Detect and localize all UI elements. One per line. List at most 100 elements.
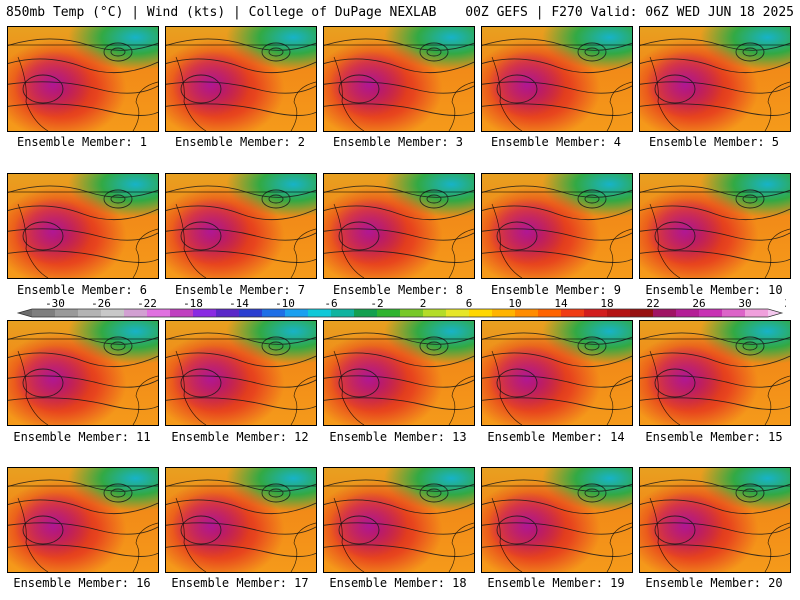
temperature-map bbox=[482, 185, 632, 278]
ensemble-map-panel bbox=[639, 173, 791, 279]
ensemble-map-panel bbox=[165, 26, 317, 132]
ensemble-map-panel bbox=[165, 173, 317, 279]
ensemble-map-panel bbox=[639, 467, 791, 573]
colorbar-swatch bbox=[193, 309, 217, 317]
colorbar-left-arrow bbox=[18, 309, 32, 317]
colorbar-swatch bbox=[423, 309, 447, 317]
ensemble-member-label: Ensemble Member: 6 bbox=[16, 283, 148, 297]
colorbar-swatch bbox=[745, 309, 769, 317]
colorbar-outline bbox=[16, 308, 784, 318]
chart-title: 850mb Temp (°C) | Wind (kts) | College o… bbox=[6, 5, 437, 20]
temperature-map bbox=[166, 332, 316, 425]
ensemble-map-panel bbox=[323, 467, 475, 573]
colorbar-swatch bbox=[55, 309, 79, 317]
ensemble-member-label: Ensemble Member: 4 bbox=[490, 135, 622, 149]
temperature-map bbox=[166, 479, 316, 572]
ensemble-member-label: Ensemble Member: 11 bbox=[13, 430, 151, 444]
colorbar-right-arrow bbox=[768, 309, 782, 317]
colorbar-swatch bbox=[32, 309, 56, 317]
temperature-map bbox=[8, 38, 158, 131]
colorbar-tick-label: 26 bbox=[692, 298, 705, 310]
ensemble-member-label: Ensemble Member: 2 bbox=[174, 135, 306, 149]
temperature-map bbox=[482, 479, 632, 572]
colorbar-swatch bbox=[216, 309, 240, 317]
ensemble-member-label: Ensemble Member: 15 bbox=[645, 430, 783, 444]
ensemble-map-panel bbox=[481, 26, 633, 132]
ensemble-member-label: Ensemble Member: 3 bbox=[332, 135, 464, 149]
temperature-map bbox=[482, 38, 632, 131]
colorbar-tick-label: -30 bbox=[45, 298, 65, 310]
colorbar-swatch bbox=[584, 309, 608, 317]
temperature-map bbox=[166, 38, 316, 131]
colorbar-tick-label: -18 bbox=[183, 298, 203, 310]
ensemble-member-label: Ensemble Member: 5 bbox=[648, 135, 780, 149]
colorbar-swatch bbox=[607, 309, 631, 317]
colorbar-swatch bbox=[78, 309, 102, 317]
colorbar-tick-label: -10 bbox=[275, 298, 295, 310]
temperature-map bbox=[482, 332, 632, 425]
temperature-map bbox=[8, 332, 158, 425]
ensemble-map-panel bbox=[481, 467, 633, 573]
ensemble-map-panel bbox=[7, 467, 159, 573]
run-valid-time: 00Z GEFS | F270 Valid: 06Z WED JUN 18 20… bbox=[465, 5, 794, 20]
colorbar-tick-label: 34 bbox=[784, 298, 786, 310]
colorbar-swatch bbox=[722, 309, 746, 317]
colorbar-swatch bbox=[676, 309, 700, 317]
temperature-map bbox=[8, 185, 158, 278]
colorbar-swatch bbox=[147, 309, 171, 317]
colorbar-swatch bbox=[124, 309, 148, 317]
ensemble-member-label: Ensemble Member: 17 bbox=[171, 576, 309, 590]
temperature-map bbox=[8, 479, 158, 572]
temperature-map bbox=[640, 332, 790, 425]
colorbar-swatch bbox=[101, 309, 125, 317]
ensemble-member-label: Ensemble Member: 16 bbox=[13, 576, 151, 590]
ensemble-member-label: Ensemble Member: 1 bbox=[16, 135, 148, 149]
ensemble-member-label: Ensemble Member: 12 bbox=[171, 430, 309, 444]
ensemble-member-label: Ensemble Member: 10 bbox=[645, 283, 783, 297]
temperature-map bbox=[324, 332, 474, 425]
colorbar-swatch bbox=[239, 309, 263, 317]
colorbar-swatch bbox=[515, 309, 539, 317]
colorbar-swatch bbox=[331, 309, 355, 317]
colorbar-swatch bbox=[285, 309, 309, 317]
colorbar-tick-label: 2 bbox=[420, 298, 427, 310]
ensemble-member-label: Ensemble Member: 20 bbox=[645, 576, 783, 590]
temperature-map bbox=[640, 479, 790, 572]
ensemble-member-label: Ensemble Member: 14 bbox=[487, 430, 625, 444]
temperature-colorbar: -30-26-22-18-14-10-6-2261014182226303438… bbox=[16, 298, 786, 318]
ensemble-map-panel bbox=[7, 26, 159, 132]
colorbar-swatch bbox=[538, 309, 562, 317]
colorbar-swatch bbox=[377, 309, 401, 317]
ensemble-map-panel bbox=[323, 26, 475, 132]
colorbar-tick-label: 14 bbox=[554, 298, 568, 310]
ensemble-map-panel bbox=[639, 26, 791, 132]
colorbar-tick-label: -22 bbox=[137, 298, 157, 310]
ensemble-member-label: Ensemble Member: 8 bbox=[332, 283, 464, 297]
ensemble-map-panel bbox=[639, 320, 791, 426]
colorbar-tick-label: 18 bbox=[600, 298, 613, 310]
colorbar-swatch bbox=[354, 309, 378, 317]
temperature-map bbox=[640, 185, 790, 278]
colorbar-swatch bbox=[446, 309, 470, 317]
ensemble-map-panel bbox=[7, 320, 159, 426]
colorbar-tick-label: 10 bbox=[508, 298, 521, 310]
colorbar-swatch bbox=[492, 309, 516, 317]
ensemble-member-label: Ensemble Member: 7 bbox=[174, 283, 306, 297]
colorbar-swatch bbox=[170, 309, 194, 317]
colorbar-tick-label: 22 bbox=[646, 298, 659, 310]
ensemble-map-panel bbox=[323, 173, 475, 279]
colorbar-swatch bbox=[699, 309, 723, 317]
ensemble-map-panel bbox=[323, 320, 475, 426]
ensemble-member-label: Ensemble Member: 18 bbox=[329, 576, 467, 590]
ensemble-map-panel bbox=[7, 173, 159, 279]
ensemble-map-panel bbox=[165, 320, 317, 426]
colorbar-swatch bbox=[653, 309, 677, 317]
colorbar-swatch bbox=[561, 309, 585, 317]
ensemble-member-label: Ensemble Member: 13 bbox=[329, 430, 467, 444]
colorbar-swatch bbox=[400, 309, 424, 317]
temperature-map bbox=[324, 38, 474, 131]
colorbar-tick-label: -6 bbox=[324, 298, 337, 310]
temperature-map bbox=[324, 185, 474, 278]
ensemble-map-panel bbox=[481, 320, 633, 426]
colorbar-tick-label: -2 bbox=[370, 298, 383, 310]
